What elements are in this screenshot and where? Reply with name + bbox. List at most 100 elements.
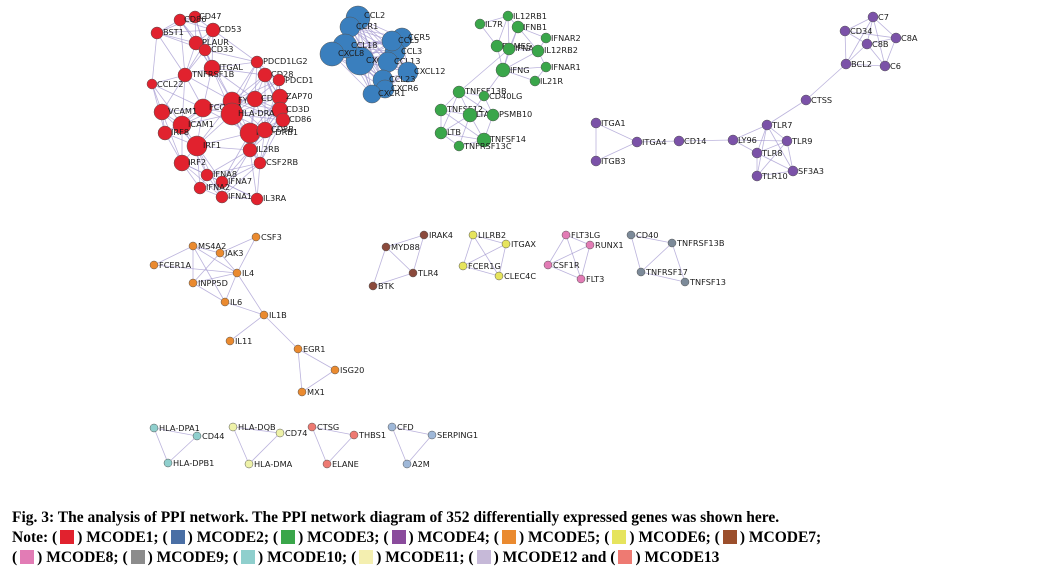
node-circle-fcgr1a <box>193 98 213 118</box>
edge-cd86-csf2rb <box>259 119 284 164</box>
legend-item-mcode4: () MCODE4; <box>383 529 490 546</box>
legend-label-mcode3: MCODE3 <box>307 529 375 546</box>
node-circle-tnfrsf13c <box>453 140 465 152</box>
node-circle-bst1 <box>150 26 164 40</box>
edge-csf3-jak3 <box>219 236 257 254</box>
node-label-cd86: CD86 <box>289 114 311 124</box>
node-label-bcl2: BCL2 <box>851 59 872 69</box>
node-circle-tlr7 <box>761 119 773 131</box>
node-ifng: IFNG <box>495 62 530 78</box>
legend-label-mcode8: MCODE8 <box>46 549 114 566</box>
node-label-ifnar2: IFNAR2 <box>551 33 581 43</box>
node-vcam1: VCAM1 <box>153 103 197 121</box>
legend-swatch-mcode9 <box>130 550 145 564</box>
node-circle-ifna2 <box>193 181 207 195</box>
node-ms4a2: MS4A2 <box>188 241 226 251</box>
node-cd33: CD33 <box>198 43 233 57</box>
edge-tlr7-sf3a3 <box>766 124 794 172</box>
node-label-ly96: LY96 <box>738 135 757 145</box>
node-ifna1: IFNA1 <box>215 190 252 204</box>
edge-flt3lg-runx1 <box>565 234 591 246</box>
node-ccl13: CCL13 <box>377 51 420 73</box>
node-ccl22: CCL22 <box>146 78 183 90</box>
node-flt3: FLT3 <box>576 274 604 284</box>
edge-tlr9-tlr10 <box>756 140 788 177</box>
edge-cd47-bst1 <box>156 16 196 34</box>
node-tlr10: TLR10 <box>751 170 788 182</box>
node-label-il11: IL11 <box>235 336 252 346</box>
node-tlr9: TLR9 <box>781 135 812 147</box>
node-tnfsf12: TNFSF12 <box>434 103 483 117</box>
edge-cd33-fyn <box>204 49 233 102</box>
legend-item-mcode8: () MCODE8; <box>12 549 119 566</box>
edge-cfd-serping1 <box>391 426 433 436</box>
node-irf8: IRF8 <box>157 125 189 141</box>
node-label-cd53: CD53 <box>219 24 241 34</box>
legend-swatch-mcode6 <box>612 530 627 544</box>
node-label-fcer1g: FCER1G <box>468 261 501 271</box>
node-label-elane: ELANE <box>332 459 359 469</box>
node-label-myd88: MYD88 <box>391 242 420 252</box>
node-circle-cd33 <box>198 43 212 57</box>
legend-swatch-mcode2 <box>170 530 185 544</box>
node-label-cd74: CD74 <box>285 428 307 438</box>
edge-itga1-itga4 <box>595 122 638 143</box>
node-circle-btk <box>368 281 378 291</box>
node-label-cd86: CD86 <box>184 14 206 24</box>
node-circle-cd40lg <box>478 90 490 102</box>
node-label-cd34: CD34 <box>850 26 872 36</box>
node-circle-cd86 <box>275 112 291 128</box>
node-circle-irak4 <box>419 230 429 240</box>
node-label-il6: IL6 <box>230 297 242 307</box>
node-il4: IL4 <box>232 268 254 278</box>
node-circle-hla-dra <box>220 102 244 126</box>
node-label-cd28: CD28 <box>271 69 293 79</box>
edge-csf1r-flt3 <box>547 264 582 280</box>
edge-bcl2-ctss <box>805 63 847 101</box>
node-cxcl8: CXCL8 <box>319 41 364 67</box>
node-il12rb2: IL12RB2 <box>531 44 578 58</box>
node-circle-tnfrsf13b <box>667 238 677 248</box>
node-circle-thbs1 <box>349 430 359 440</box>
node-label-cfd: CFD <box>397 422 414 432</box>
node-label-fyn: FYN <box>238 95 254 105</box>
edge-runx1-csf1r <box>547 244 591 266</box>
node-bst1: BST1 <box>150 26 184 40</box>
node-label-itgal: ITGAL <box>219 62 243 72</box>
node-itga1: ITGA1 <box>590 117 626 129</box>
node-circle-tnfsf13 <box>680 277 690 287</box>
edge-lilrb2-itgax <box>472 234 507 245</box>
node-elane: ELANE <box>322 459 359 469</box>
node-circle-irf2 <box>173 154 191 172</box>
node-btk: BTK <box>368 281 395 291</box>
node-circle-mx1 <box>297 387 307 397</box>
node-inpp5d: INPP5D <box>188 278 228 288</box>
edge-tlr8-sf3a3 <box>756 152 794 172</box>
node-circle-cd53 <box>205 22 221 38</box>
node-il1b: IL1B <box>259 310 287 320</box>
legend-label-mcode5: MCODE5 <box>528 529 596 546</box>
node-itgax: ITGAX <box>501 239 536 249</box>
node-label-cd33: CD33 <box>211 44 233 54</box>
legend-label-mcode10: MCODE10 <box>267 549 343 566</box>
node-circle-plaur <box>188 35 204 51</box>
node-tlr4: TLR4 <box>408 268 438 278</box>
edge-flt3lg-flt3 <box>565 234 582 280</box>
legend-item-mcode5: () MCODE5; <box>493 529 601 546</box>
edge-il1b-egr1 <box>263 314 299 350</box>
edge-il1b-il11 <box>229 314 265 342</box>
node-cd86: CD86 <box>173 13 206 27</box>
node-label-il21r: IL21R <box>540 76 563 86</box>
edge-cd40-tnfrsf17 <box>630 234 642 273</box>
node-label-ccr5: CCR5 <box>408 32 430 42</box>
caption-legend-line-2: () MCODE8; () MCODE9; () MCODE10; () MCO… <box>12 548 1042 568</box>
node-circle-il12rb1 <box>502 10 514 22</box>
node-label-irak4: IRAK4 <box>429 230 453 240</box>
node-circle-cd44 <box>192 431 202 441</box>
node-label-flt3: FLT3 <box>586 274 604 284</box>
node-ifna: IFNA <box>502 42 534 56</box>
node-il3ra: IL3RA <box>250 192 287 206</box>
node-label-ifna8: IFNA8 <box>213 169 237 179</box>
edge-il2rb-il3ra <box>249 149 258 200</box>
node-label-flt3lg: FLT3LG <box>571 230 600 240</box>
